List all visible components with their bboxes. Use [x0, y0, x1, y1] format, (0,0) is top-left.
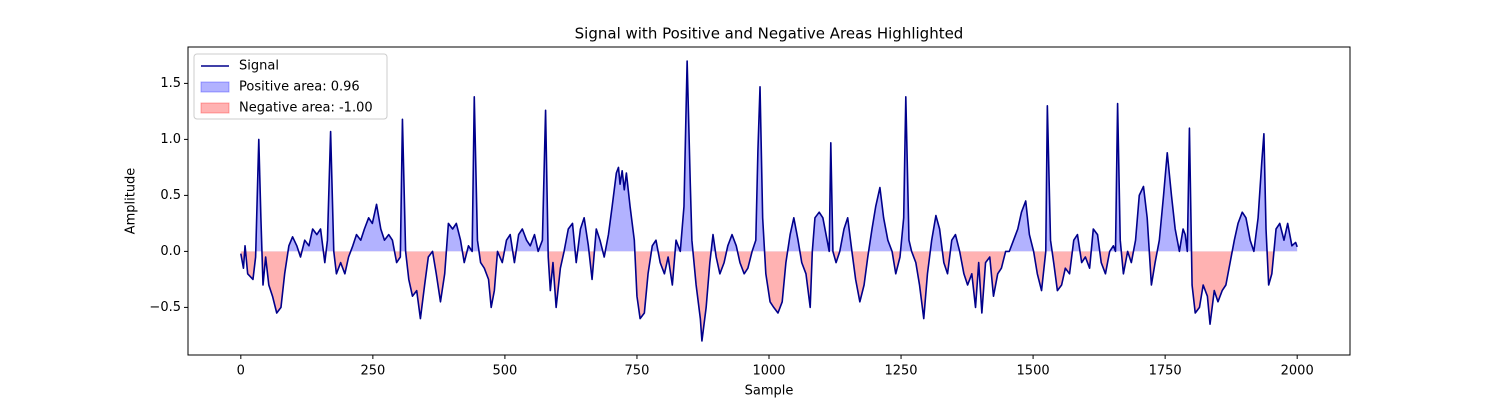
x-tick-label: 1250 [884, 364, 917, 379]
x-tick-label: 1000 [752, 364, 785, 379]
x-tick-label: 250 [360, 364, 385, 379]
y-tick-label: 1.5 [160, 76, 181, 91]
plot-frame [187, 46, 1351, 356]
x-axis-label: Sample [745, 384, 794, 399]
negative-area [240, 251, 1298, 341]
x-tick-label: 500 [492, 364, 517, 379]
y-axis-label: Amplitude [124, 168, 139, 235]
chart-title: Signal with Positive and Negative Areas … [575, 25, 964, 43]
legend-label: Positive area: 0.96 [239, 80, 360, 95]
x-tick-label: 1500 [1017, 364, 1050, 379]
x-tick-label: 0 [237, 364, 245, 379]
y-tick-label: −0.5 [149, 300, 181, 315]
legend-swatch [200, 81, 230, 93]
legend-label: Signal [239, 59, 279, 74]
signal-line [240, 60, 1298, 342]
legend-box [193, 53, 388, 120]
legend-swatch [200, 102, 230, 114]
x-tick-label: 2000 [1281, 364, 1314, 379]
x-tick-label: 1750 [1149, 364, 1182, 379]
legend-label: Negative area: -1.00 [239, 101, 373, 116]
x-tick-label: 750 [625, 364, 650, 379]
y-tick-label: 0.0 [160, 244, 181, 259]
y-tick-label: 1.0 [160, 132, 181, 147]
y-tick-label: 0.5 [160, 188, 181, 203]
